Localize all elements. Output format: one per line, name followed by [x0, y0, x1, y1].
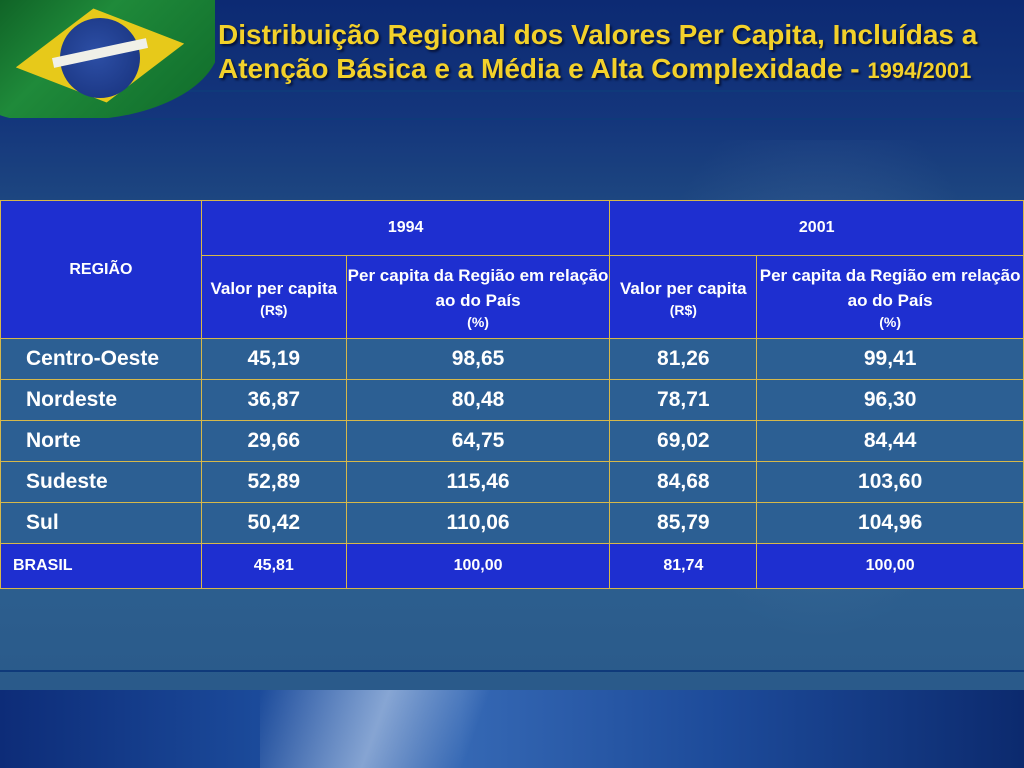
region-name: Sul: [0, 502, 202, 544]
table-cell: 98,65: [345, 338, 611, 380]
region-header: REGIÃO: [0, 200, 202, 339]
column-header-row: Valor per capita (R$) Per capita da Regi…: [1, 255, 1024, 339]
footer-flag-band: [0, 690, 1024, 768]
column-header: Valor per capita (R$): [200, 255, 347, 339]
table-row: Sul 50,42 110,06 85,79 104,96: [0, 502, 1024, 544]
table-cell: 81,26: [609, 338, 758, 380]
data-table: REGIÃO 1994 2001 Valor per capita (R$) P…: [0, 200, 1024, 589]
table-cell: 100,00: [756, 543, 1024, 589]
title-main: Distribuição Regional dos Valores Per Ca…: [218, 19, 978, 84]
year-header-row: REGIÃO 1994 2001: [0, 200, 1024, 339]
total-row: BRASIL 45,81 100,00 81,74 100,00: [0, 543, 1024, 589]
table-cell: 100,00: [345, 543, 611, 589]
column-header: Valor per capita (R$): [609, 255, 758, 339]
column-header: Per capita da Região em relação ao do Pa…: [345, 255, 611, 339]
table-cell: 29,66: [200, 420, 347, 462]
table-cell: 50,42: [200, 502, 347, 544]
table-row: Sudeste 52,89 115,46 84,68 103,60: [0, 461, 1024, 503]
page-title: Distribuição Regional dos Valores Per Ca…: [218, 18, 1008, 88]
table-cell: 115,46: [345, 461, 611, 503]
table-cell: 96,30: [756, 379, 1024, 421]
year-1994-header: 1994: [200, 200, 611, 256]
table-cell: 64,75: [345, 420, 611, 462]
brazil-flag-icon: [0, 0, 215, 118]
table-row: Centro-Oeste 45,19 98,65 81,26 99,41: [0, 338, 1024, 380]
table-cell: 78,71: [609, 379, 758, 421]
table-row: Norte 29,66 64,75 69,02 84,44: [0, 420, 1024, 462]
region-name: Centro-Oeste: [0, 338, 202, 380]
table-row: Nordeste 36,87 80,48 78,71 96,30: [0, 379, 1024, 421]
table-cell: 36,87: [200, 379, 347, 421]
table-cell: 104,96: [756, 502, 1024, 544]
title-period: 1994/2001: [867, 58, 972, 83]
table-cell: 52,89: [200, 461, 347, 503]
table-cell: 81,74: [609, 543, 758, 589]
table-cell: 99,41: [756, 338, 1024, 380]
table-cell: 103,60: [756, 461, 1024, 503]
region-name: Norte: [0, 420, 202, 462]
header-divider: [0, 90, 1024, 92]
total-label: BRASIL: [0, 543, 202, 589]
year-2001-header: 2001: [609, 200, 1024, 256]
header-divider-lower: [0, 118, 1024, 120]
table-cell: 85,79: [609, 502, 758, 544]
footer-divider: [0, 670, 1024, 672]
table-cell: 110,06: [345, 502, 611, 544]
region-name: Sudeste: [0, 461, 202, 503]
table-cell: 84,44: [756, 420, 1024, 462]
column-header: Per capita da Região em relação ao do Pa…: [756, 255, 1024, 339]
region-name: Nordeste: [0, 379, 202, 421]
table-cell: 45,81: [200, 543, 347, 589]
table-cell: 69,02: [609, 420, 758, 462]
table-cell: 45,19: [200, 338, 347, 380]
table-cell: 84,68: [609, 461, 758, 503]
table-cell: 80,48: [345, 379, 611, 421]
